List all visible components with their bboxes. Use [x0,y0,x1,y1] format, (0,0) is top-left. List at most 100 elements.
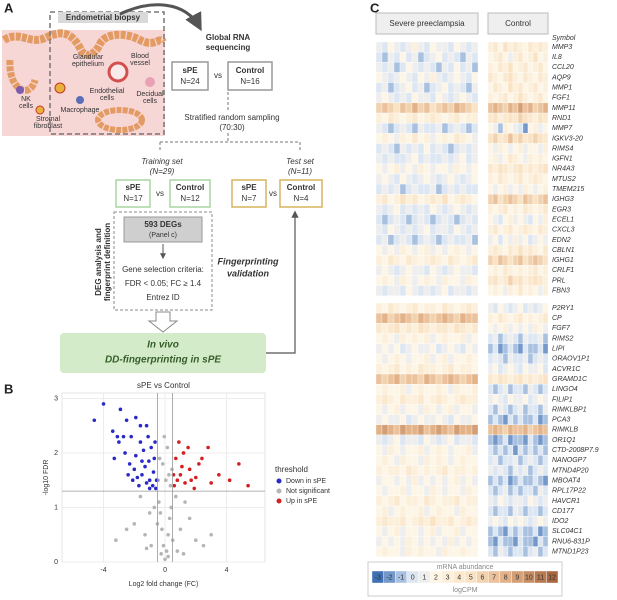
gene-label: RNU6-831P [552,538,590,545]
heatmap-cell [502,143,509,154]
heatmap-cell [423,133,431,144]
heatmap-cell [429,173,437,185]
heatmap-cell [441,516,449,527]
heatmap-cell [522,92,529,104]
heatmap-cell [532,546,539,557]
heatmap-cell [497,485,504,497]
heatmap-cell [502,455,509,466]
heatmap-cell [423,465,431,476]
heatmap-cell [522,183,529,195]
biopsy-title-bg [58,12,148,23]
point [197,462,201,466]
heatmap-cell [507,112,514,124]
heatmap-cell [399,475,407,486]
heatmap-cell [381,465,389,476]
heatmap-cell [399,102,407,114]
heatmap-cell [387,505,395,517]
heatmap-cell [399,254,407,266]
legend-tick: 11 [537,574,544,581]
legend-tick: 12 [548,574,556,581]
heatmap-cell [447,102,455,114]
heatmap-cell [502,516,509,527]
heatmap-cell [471,82,479,93]
heatmap-cell [512,112,519,124]
heatmap-cell [532,424,539,436]
heatmap-cell [507,204,514,215]
heatmap-cell [399,414,407,425]
heatmap-cell [411,234,419,246]
heatmap-cell [381,434,389,446]
validation: Fingerprinting [218,256,279,266]
heatmap-cell [497,285,504,296]
point [144,423,149,428]
group-header: Control [505,19,531,28]
heatmap-cell [441,475,449,486]
point [209,532,213,537]
heatmap-cell [542,363,549,375]
heatmap-cell [542,153,549,164]
heatmap-cell [375,384,383,395]
heatmap-cell [435,404,443,415]
heatmap-cell [441,244,449,256]
heatmap-cell [517,265,524,276]
heatmap-cell [471,343,479,354]
heatmap-cell [459,444,467,456]
heatmap-cell [399,163,407,175]
point [126,472,130,477]
heatmap-cell [423,312,431,324]
heatmap-cell [453,92,461,104]
heatmap-cell [502,434,509,446]
heatmap-cell [517,394,524,405]
heatmap-cell [435,455,443,466]
heatmap-cell [405,455,413,466]
heatmap-cell [517,153,524,164]
heatmap-cell [411,373,419,385]
heatmap-cell [417,394,425,405]
heatmap-cell [532,163,539,175]
heatmap-cell [471,112,479,124]
gene-label: CP [552,315,562,322]
heatmap-cell [517,285,524,296]
heatmap-cell [465,82,473,93]
group-box [115,179,151,208]
gene-label: FGF7 [552,325,571,332]
heatmap-cell [399,234,407,246]
heatmap-cell [517,112,524,124]
heatmap-cell [532,173,539,185]
heatmap-cell [507,465,514,476]
heatmap-cell [532,343,539,354]
group-n: N=7 [242,194,257,203]
heatmap-cell [512,384,519,395]
heatmap-cell [387,363,395,375]
heatmap-cell [471,285,479,296]
heatmap-cell [393,505,401,517]
heatmap-cell [522,244,529,256]
heatmap-cell [487,536,494,547]
heatmap-cell [512,133,519,144]
heatmap-cell [441,194,449,205]
heatmap-cell [417,41,425,53]
heatmap-cell [527,546,534,557]
heatmap-cell [375,465,383,476]
heatmap-cell [447,133,455,144]
heatmap-cell [375,52,383,63]
heatmap-cell [435,224,443,235]
heatmap-cell [492,143,499,154]
heatmap-cell [447,444,455,456]
legend-label: logCPM [453,587,478,594]
heatmap-cell [435,143,443,154]
legend-tick: 7 [492,574,496,581]
heatmap-cell [435,485,443,497]
heatmap-cell [497,153,504,164]
heatmap-cell [542,92,549,104]
point [193,475,198,480]
heatmap-cell [537,546,544,557]
heatmap-cell [405,254,413,266]
heatmap-cell [532,526,539,537]
heatmap-cell [387,495,395,507]
heatmap-cell [507,384,514,395]
heatmap-cell [532,444,539,456]
heatmap-cell [542,312,549,324]
gene-label: ORAOV1P1 [552,356,590,363]
heatmap-cell [417,214,425,225]
